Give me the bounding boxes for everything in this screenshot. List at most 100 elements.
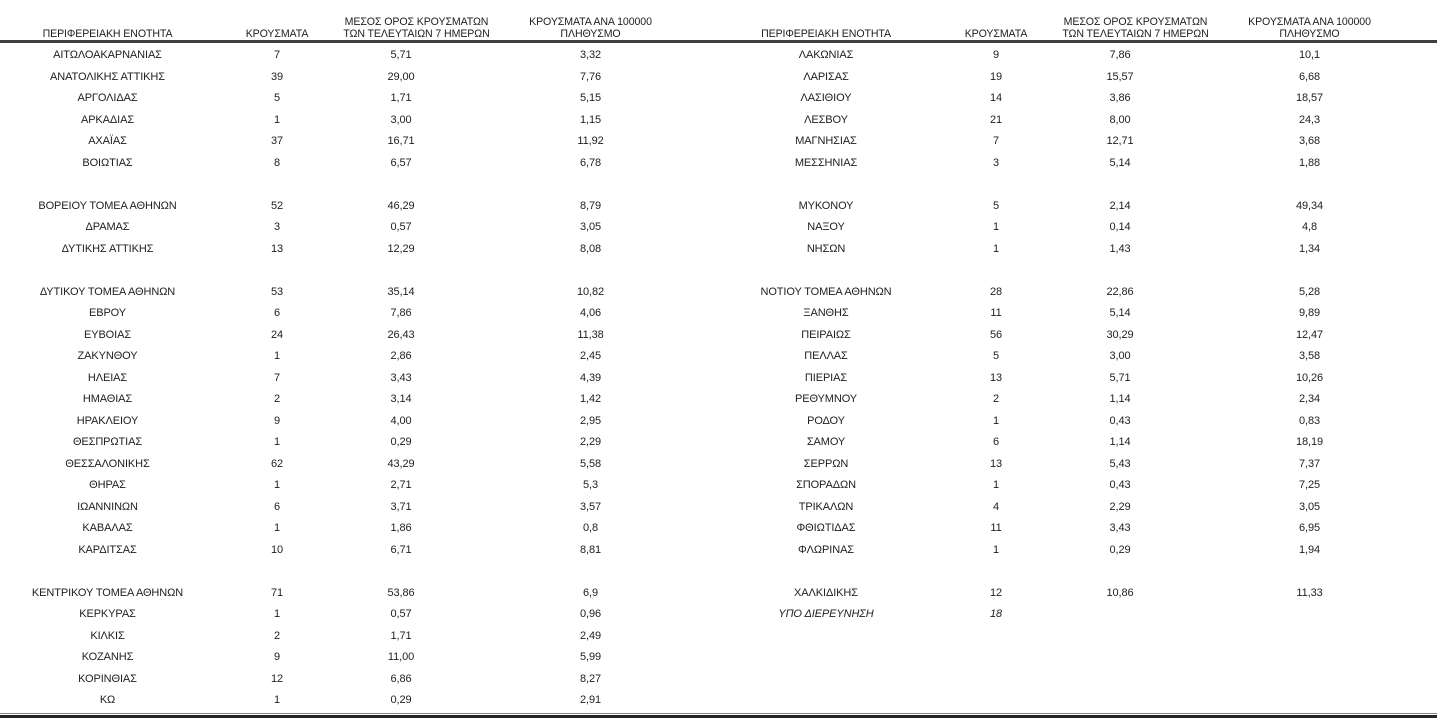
cases-cell-right: 1: [992, 221, 1000, 233]
per100k-cell-left: 5,58: [579, 457, 601, 470]
per100k-cell-right: [1182, 647, 1437, 669]
region-cell-left: ΒΟΙΩΤΙΑΣ: [82, 156, 133, 169]
region-cell-right: ΝΗΣΩΝ: [806, 242, 846, 255]
avg7-cell-left: 6,86: [390, 672, 412, 685]
per100k-cell-left: 8,81: [579, 543, 601, 556]
region-cell-right: ΝΑΞΟΥ: [807, 221, 845, 233]
region-cell-right: ΤΡΙΚΑΛΩΝ: [798, 500, 854, 513]
header-cases-right: ΚΡΟΥΣΜΑΤΑ: [934, 0, 1058, 42]
cases-cell-right: [934, 626, 1058, 648]
header-per100k-right-label: ΚΡΟΥΣΜΑΤΑ ΑΝΑ 100000 ΠΛΗΘΥΣΜΟ: [1248, 16, 1371, 40]
avg7-cell-left: 2,86: [390, 350, 412, 362]
avg7-cell-right: 8,00: [1109, 113, 1131, 126]
avg7-cell-left: 29,00: [387, 70, 415, 83]
per100k-cell-right: 4,8: [1302, 221, 1317, 233]
cases-cell-right: 21: [989, 113, 1003, 126]
avg7-cell-right: [1058, 604, 1182, 626]
header-cases-left-label: ΚΡΟΥΣΜΑΤΑ: [245, 28, 309, 40]
cases-cell-right: 2: [992, 393, 1000, 405]
cases-cell-right: 14: [989, 92, 1003, 104]
per100k-cell-left: 3,57: [579, 500, 601, 513]
header-per100k-right: ΚΡΟΥΣΜΑΤΑ ΑΝΑ 100000 ΠΛΗΘΥΣΜΟ: [1182, 0, 1437, 42]
table-row: ΕΥΒΟΙΑΣ 24 26,43 11,38 ΠΕΙΡΑΙΩΣ 56 30,29 12,47: [0, 325, 1437, 347]
per100k-cell-right: 6,95: [1298, 522, 1320, 534]
cases-cell-left: 12: [270, 672, 284, 685]
region-cell-left: ΚΕΝΤΡΙΚΟΥ ΤΟΜΕΑ ΑΘΗΝΩΝ: [31, 586, 184, 599]
cases-cell-right: [934, 561, 1058, 583]
per100k-cell-left: 5,15: [579, 92, 601, 104]
per100k-cell-right: 24,3: [1298, 113, 1320, 126]
cases-cell-right: 1: [992, 543, 1000, 556]
avg7-cell-left: 7,86: [390, 307, 412, 319]
table-row: ΚΟΖΑΝΗΣ 9 11,00 5,99: [0, 647, 1437, 669]
per100k-cell-left: 0,96: [579, 608, 601, 620]
region-cell-left: ΒΟΡΕΙΟΥ ΤΟΜΕΑ ΑΘΗΝΩΝ: [38, 199, 177, 212]
table-row: ΚΙΛΚΙΣ 2 1,71 2,49: [0, 626, 1437, 648]
cases-cell-left: 10: [270, 543, 284, 556]
cases-cell-right: 9: [992, 49, 1000, 61]
avg7-cell-left: 6,57: [390, 156, 412, 169]
cases-cell-left: 8: [273, 156, 281, 169]
cases-cell-right: 13: [989, 371, 1003, 384]
table-row: ΒΟΡΕΙΟΥ ΤΟΜΕΑ ΑΘΗΝΩΝ 52 46,29 8,79 ΜΥΚΟΝΟΥ 5 2…: [0, 196, 1437, 218]
region-cell-left: ΑΧΑΪΑΣ: [88, 135, 127, 147]
table-row: ΚΕΡΚΥΡΑΣ 1 0,57 0,96 ΥΠΟ ΔΙΕΡΕΥΝΗΣΗ 18: [0, 604, 1437, 626]
cases-cell-right: [934, 174, 1058, 196]
per100k-cell-right: [1182, 626, 1437, 648]
per100k-cell-left: 10,82: [576, 285, 605, 298]
region-cell-right: [718, 260, 934, 282]
avg7-cell-right: 10,86: [1106, 586, 1134, 599]
region-cell-left: ΚΩ: [99, 694, 116, 706]
per100k-cell-right: 6,68: [1298, 70, 1320, 83]
cases-cell-right: 18: [989, 608, 1003, 620]
cases-cell-right: 13: [989, 457, 1003, 470]
region-cell-right: ΛΕΣΒΟΥ: [804, 113, 848, 126]
cases-cell-left: [215, 260, 339, 282]
per100k-cell-right: 1,88: [1298, 156, 1320, 169]
cases-cell-right: 11: [990, 522, 1002, 534]
region-cell-right: ΛΑΚΩΝΙΑΣ: [798, 49, 854, 61]
per100k-cell-right: 10,1: [1298, 49, 1320, 61]
avg7-cell-right: [1058, 626, 1182, 648]
region-cell-left: ΗΡΑΚΛΕΙΟΥ: [76, 414, 139, 427]
region-cell-right: [718, 647, 934, 669]
per100k-cell-left: 11,38: [577, 328, 604, 341]
region-cell-right: ΝΟΤΙΟΥ ΤΟΜΕΑ ΑΘΗΝΩΝ: [760, 285, 892, 298]
region-cell-left: ΑΡΓΟΛΙΔΑΣ: [77, 92, 138, 104]
table-row: ΚΑΡΔΙΤΣΑΣ 10 6,71 8,81 ΦΛΩΡΙΝΑΣ 1 0,29 1,94: [0, 540, 1437, 562]
per100k-cell-left: 11,92: [577, 135, 604, 147]
avg7-cell-left: 16,71: [387, 135, 415, 147]
avg7-cell-right: 15,57: [1106, 70, 1134, 83]
header-region-left: ΠΕΡΙΦΕΡΕΙΑΚΗ ΕΝΟΤΗΤΑ: [0, 0, 215, 42]
cases-cell-left: 9: [273, 414, 281, 427]
per100k-cell-right: 1,94: [1298, 543, 1320, 556]
avg7-cell-left: 1,86: [390, 522, 412, 534]
cases-cell-left: 6: [273, 500, 281, 513]
cases-cell-left: 1: [273, 522, 281, 534]
per100k-cell-right: 18,57: [1295, 92, 1324, 104]
per100k-cell-left: 2,95: [579, 414, 601, 427]
per100k-cell-right: 1,34: [1298, 242, 1320, 255]
avg7-cell-right: 5,14: [1109, 156, 1131, 169]
avg7-cell-left: 3,43: [390, 371, 412, 384]
per100k-cell-right: 9,89: [1298, 307, 1320, 319]
avg7-cell-right: 2,29: [1109, 500, 1131, 513]
avg7-cell-left: 1,71: [390, 629, 412, 642]
separator-row: [0, 561, 1437, 583]
avg7-cell-right: 3,86: [1109, 92, 1131, 104]
per100k-cell-right: [1182, 174, 1437, 196]
region-cell-left: ΘΕΣΣΑΛΟΝΙΚΗΣ: [65, 457, 150, 470]
per100k-cell-left: 2,91: [579, 694, 601, 706]
per100k-cell-right: 49,34: [1295, 199, 1324, 212]
avg7-cell-left: 0,57: [390, 221, 412, 233]
table-row: ΑΡΓΟΛΙΔΑΣ 5 1,71 5,15 ΛΑΣΙΘΙΟΥ 14 3,86 18,57: [0, 88, 1437, 110]
avg7-cell-right: 1,43: [1109, 242, 1131, 255]
table-row: ΔΥΤΙΚΟΥ ΤΟΜΕΑ ΑΘΗΝΩΝ 53 35,14 10,82 ΝΟΤΙΟΥ Τ…: [0, 282, 1437, 304]
cases-cell-left: 5: [273, 92, 281, 104]
per100k-cell-right: 10,26: [1295, 371, 1324, 384]
per100k-cell-right: [1182, 604, 1437, 626]
avg7-cell-right: 7,86: [1109, 49, 1131, 61]
cases-cell-right: 11: [990, 307, 1002, 319]
avg7-cell-left: 46,29: [387, 199, 415, 212]
cases-cell-right: 28: [989, 285, 1003, 298]
